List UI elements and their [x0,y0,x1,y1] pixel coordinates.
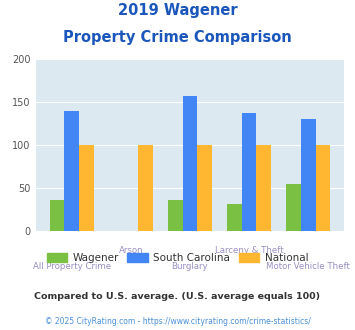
Text: Motor Vehicle Theft: Motor Vehicle Theft [266,262,350,271]
Text: Property Crime Comparison: Property Crime Comparison [63,30,292,45]
Bar [227,204,242,231]
Bar [79,145,94,231]
Text: 2019 Wagener: 2019 Wagener [118,3,237,18]
Text: Larceny & Theft: Larceny & Theft [215,246,283,255]
Bar [168,200,182,231]
Bar [316,145,330,231]
Bar [182,96,197,231]
Bar [197,145,212,231]
Bar [50,200,64,231]
Legend: Wagener, South Carolina, National: Wagener, South Carolina, National [43,248,312,267]
Text: © 2025 CityRating.com - https://www.cityrating.com/crime-statistics/: © 2025 CityRating.com - https://www.city… [45,317,310,326]
Bar [64,111,79,231]
Text: All Property Crime: All Property Crime [33,262,111,271]
Bar [138,145,153,231]
Bar [242,114,256,231]
Bar [301,118,316,231]
Text: Compared to U.S. average. (U.S. average equals 100): Compared to U.S. average. (U.S. average … [34,292,321,301]
Text: Burglary: Burglary [171,262,208,271]
Bar [286,184,301,231]
Text: Arson: Arson [119,246,143,255]
Bar [256,145,271,231]
